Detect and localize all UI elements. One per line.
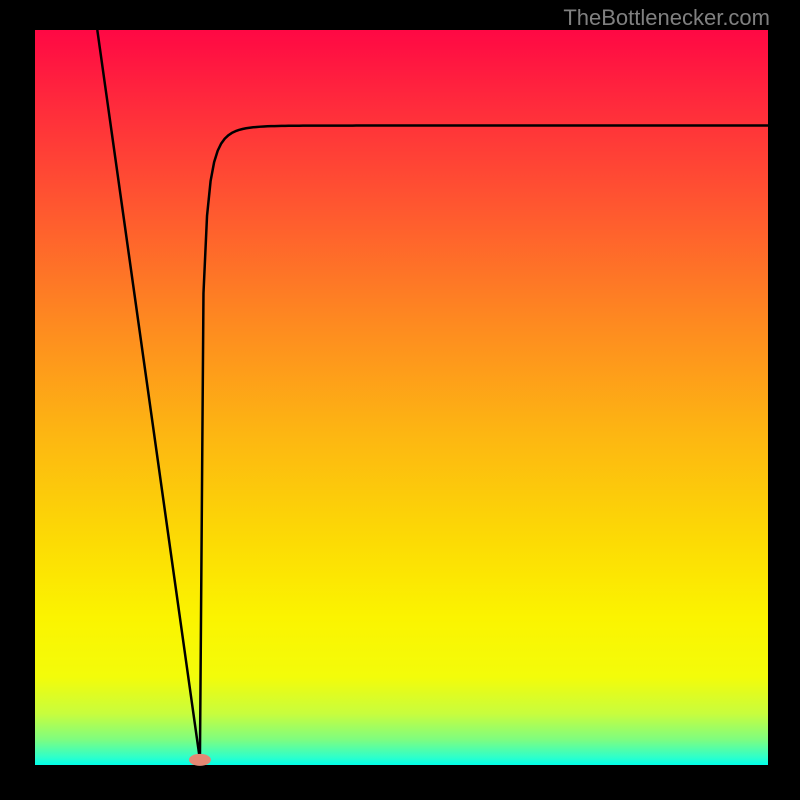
watermark-text: TheBottlenecker.com	[563, 5, 770, 31]
gradient-background	[35, 30, 768, 765]
bottleneck-chart	[0, 0, 800, 800]
chart-container: TheBottlenecker.com	[0, 0, 800, 800]
optimum-marker	[189, 754, 211, 766]
